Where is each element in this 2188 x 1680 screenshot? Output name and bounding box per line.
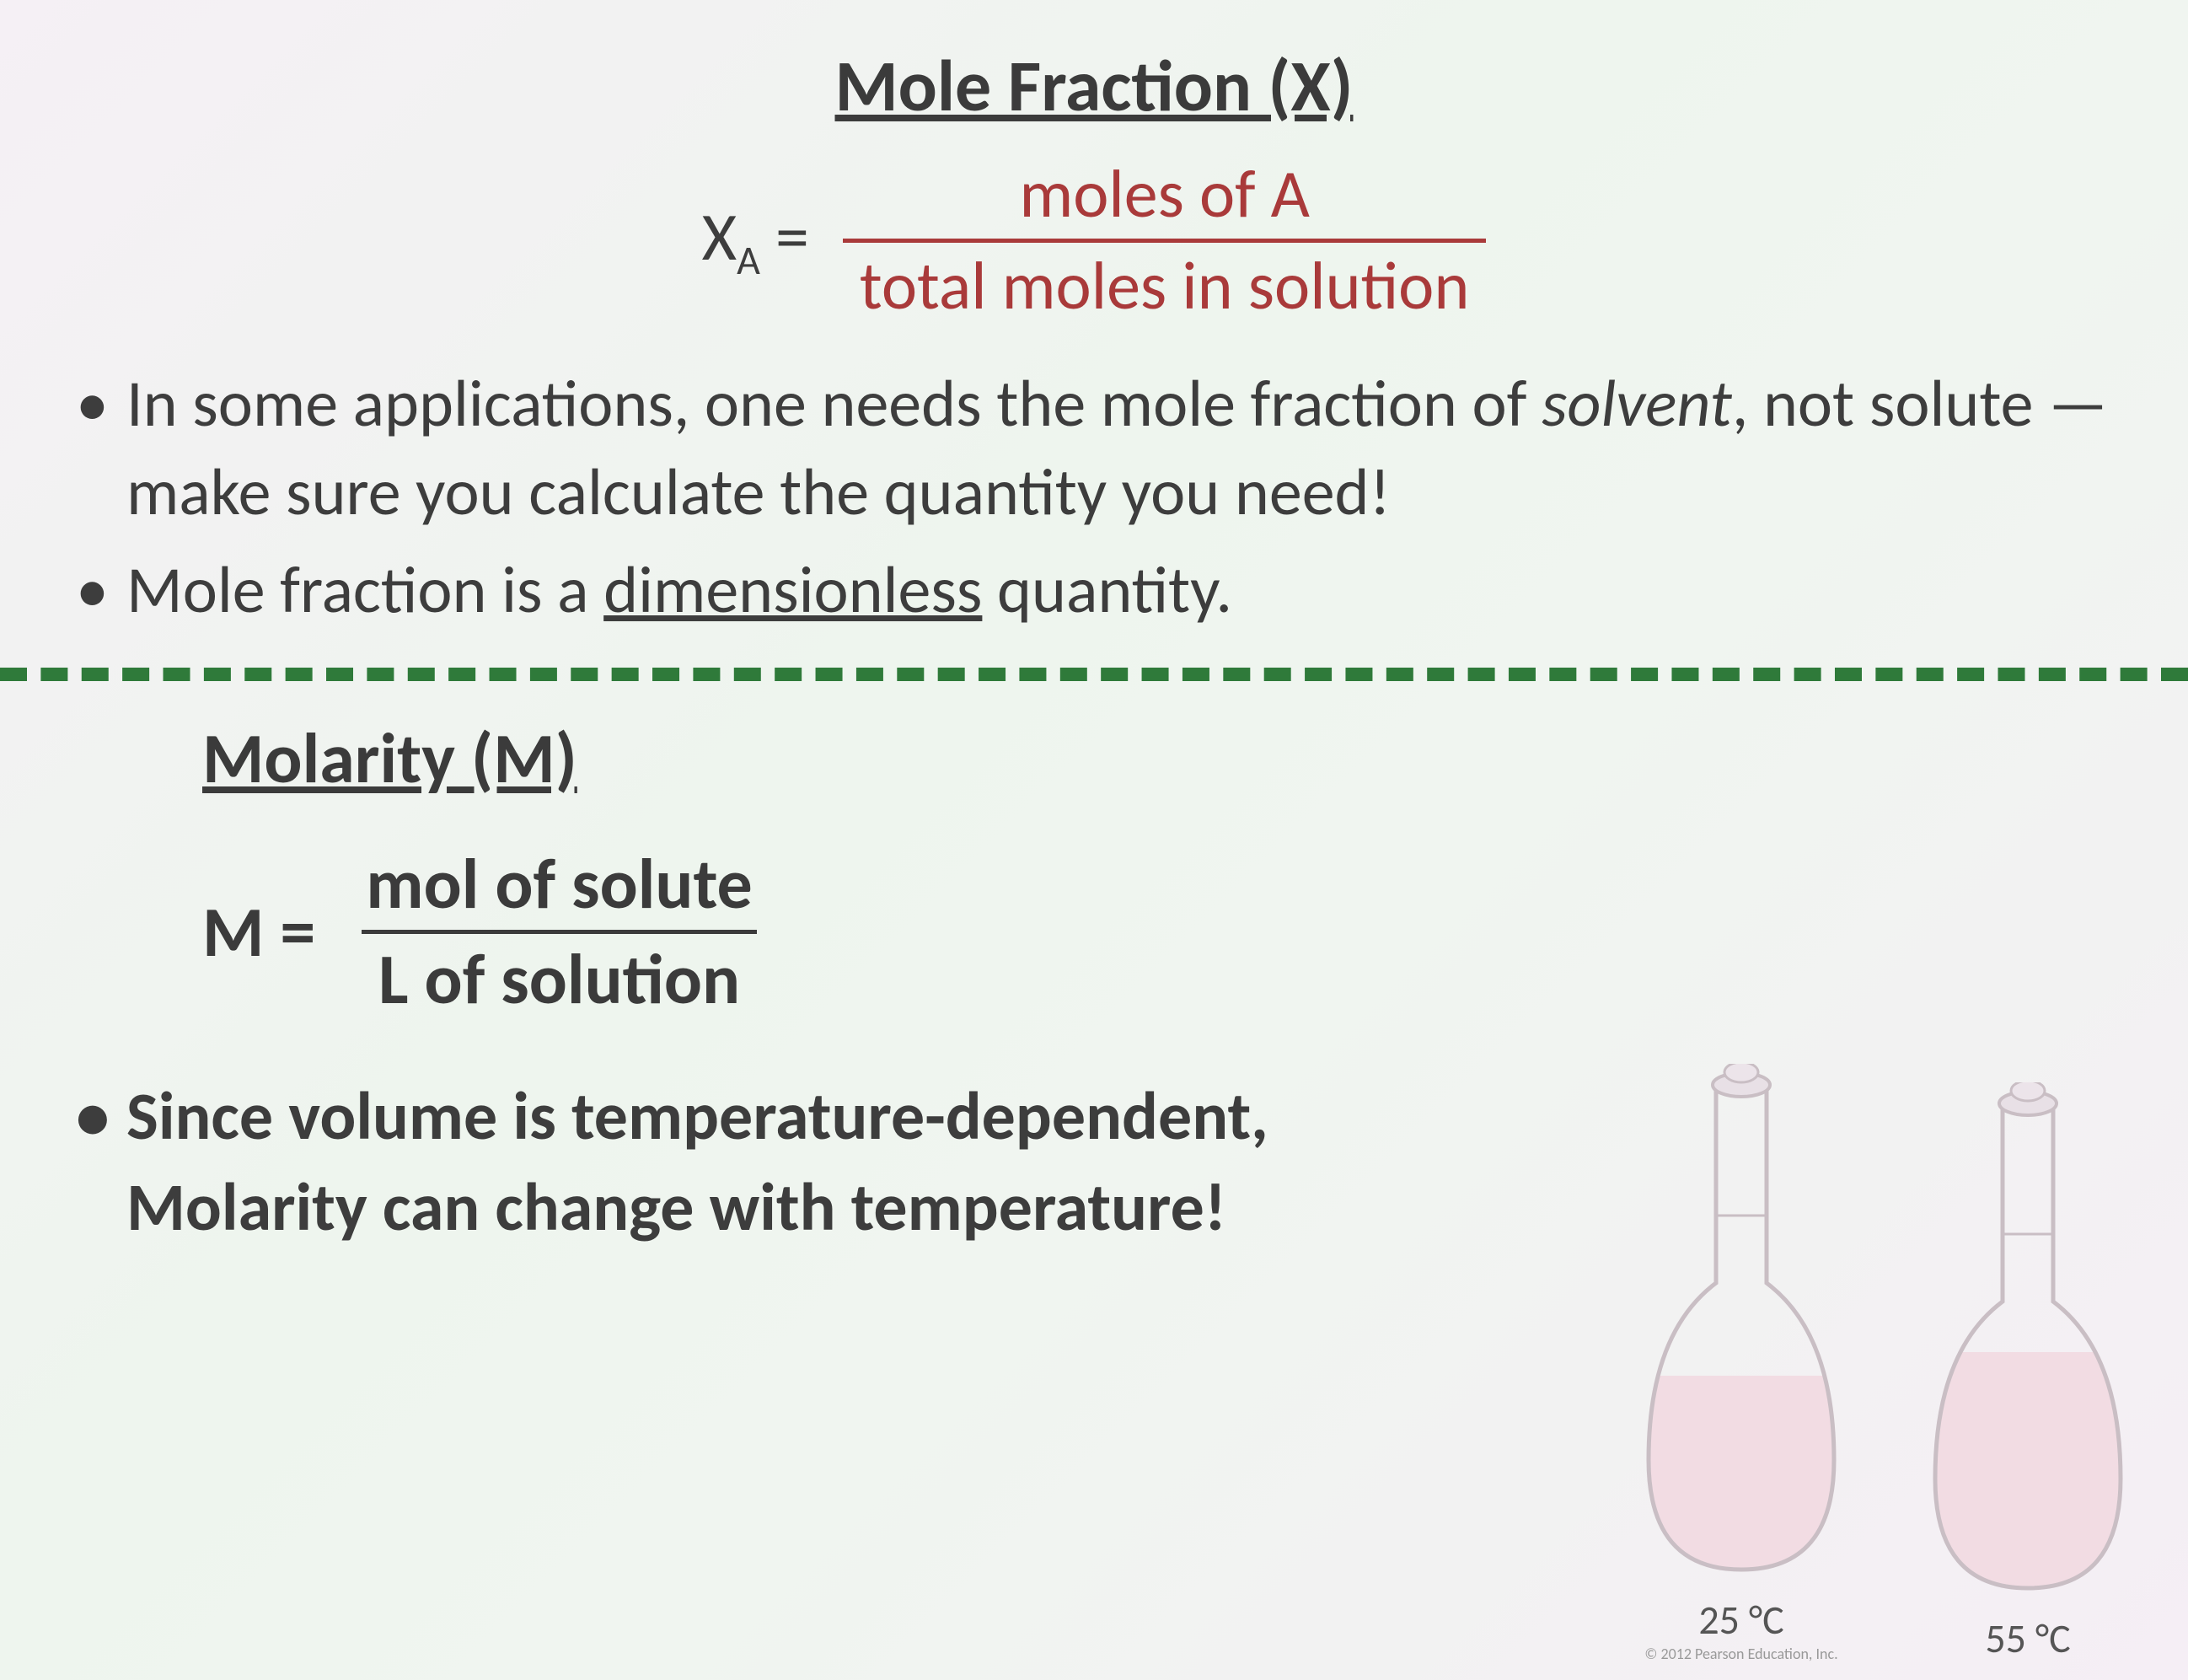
formula-denominator: L of solution: [362, 930, 757, 1021]
flask-right: 55 °C: [1910, 1082, 2146, 1663]
copyright-text: © 2012 Pearson Education, Inc.: [1644, 1645, 1837, 1663]
mole-fraction-formula: XA = moles of A total moles in solution: [51, 156, 2137, 325]
volumetric-flask-icon: [1910, 1082, 2146, 1605]
bullet-text: Mole fraction is a: [126, 550, 603, 630]
formula-lhs: XA =: [702, 196, 809, 285]
bullet-text: quantity.: [982, 550, 1232, 630]
equals-sign: =: [775, 196, 809, 278]
flask-label-left: 25 °C: [1698, 1595, 1783, 1645]
bullet-line: Molarity can change with temperature!: [126, 1167, 1226, 1248]
volumetric-flask-icon: [1623, 1064, 1859, 1586]
formula-var: X: [702, 196, 737, 278]
section2-title: Molarity (M): [202, 715, 2137, 802]
section1-bullets: In some applications, one needs the mole…: [51, 359, 2137, 634]
bullet-text: In some applications, one needs the mole…: [126, 363, 1542, 443]
formula-numerator: mol of solute: [349, 844, 770, 931]
flask-left: 25 °C © 2012 Pearson Education, Inc.: [1623, 1064, 1859, 1663]
formula-denominator: total moles in solution: [843, 239, 1487, 325]
bullet-item: In some applications, one needs the mole…: [67, 359, 2129, 537]
formula-fraction: moles of A total moles in solution: [843, 156, 1487, 325]
bullet-item: Mole fraction is a dimensionless quantit…: [67, 545, 2129, 634]
section-divider: [0, 668, 2188, 681]
section2: Molarity (M) M = mol of solute L of solu…: [51, 715, 2137, 1021]
formula-numerator: moles of A: [1002, 156, 1327, 239]
bullet-underline: dimensionless: [603, 550, 982, 630]
section1-title: Mole Fraction (X): [51, 42, 2137, 131]
formula-lhs: M =: [202, 888, 315, 975]
bullet-italic: solvent: [1542, 363, 1732, 443]
molarity-formula: M = mol of solute L of solution: [202, 844, 2137, 1021]
flask-label-right: 55 °C: [1985, 1613, 2070, 1663]
bullet-line: Since volume is temperature-dependent,: [126, 1076, 1268, 1157]
formula-subscript: A: [737, 235, 760, 285]
slide: Mole Fraction (X) XA = moles of A total …: [0, 0, 2188, 1680]
formula-fraction: mol of solute L of solution: [349, 844, 770, 1021]
flask-illustration: 25 °C © 2012 Pearson Education, Inc. 55 …: [1623, 1064, 2146, 1663]
